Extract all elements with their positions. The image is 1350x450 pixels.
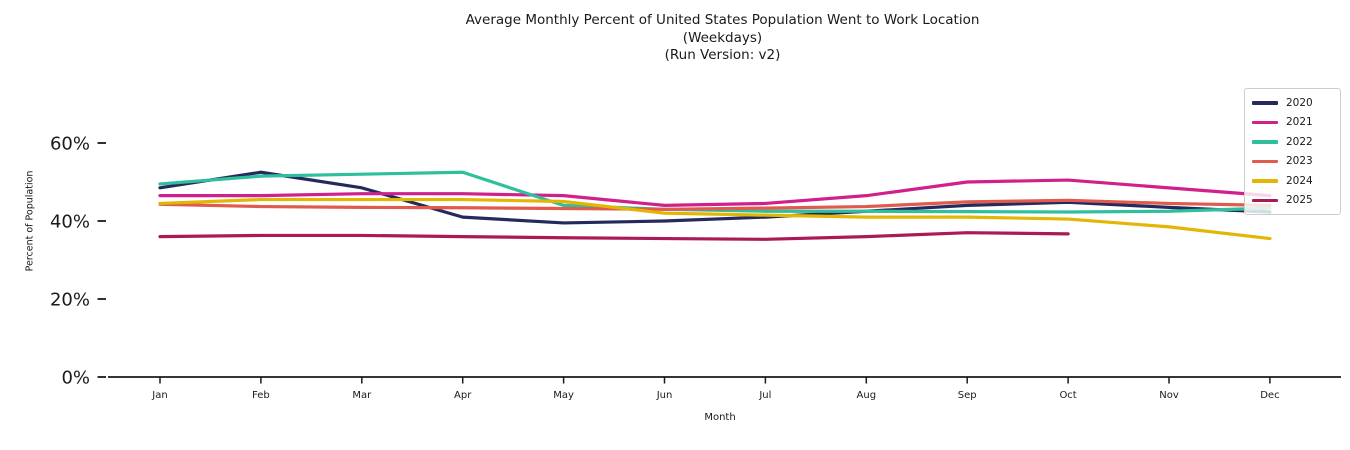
x-tick-label: Dec	[1260, 390, 1279, 401]
legend-item-2020: 2020	[1252, 93, 1333, 113]
x-tick-label: Mar	[352, 390, 372, 401]
series-line-2020	[158, 170, 1272, 225]
y-tick-label: 0%	[61, 368, 90, 389]
x-tick-label: Aug	[857, 390, 877, 401]
x-tick-label: May	[553, 390, 574, 401]
legend: 2020 2021 2022 2023 2024 2025	[1244, 88, 1341, 215]
legend-item-2025: 2025	[1252, 191, 1333, 211]
series-line-2024	[158, 197, 1272, 241]
legend-swatch-2024	[1252, 179, 1278, 183]
y-tick-label: 20%	[50, 290, 90, 311]
legend-swatch-2023	[1252, 159, 1278, 163]
legend-swatch-2022	[1252, 140, 1278, 144]
legend-item-2023: 2023	[1252, 152, 1333, 172]
legend-label: 2022	[1286, 135, 1313, 148]
x-tick-label: Sep	[958, 390, 977, 401]
x-tick-label: Jun	[656, 390, 673, 401]
legend-label: 2024	[1286, 174, 1313, 187]
x-axis-label: Month	[704, 412, 736, 423]
chart-title-line2: (Weekdays)	[682, 29, 763, 46]
y-tick-label: 40%	[50, 212, 90, 233]
y-tick-label: 60%	[50, 134, 90, 155]
legend-item-2024: 2024	[1252, 171, 1333, 191]
legend-swatch-2020	[1252, 101, 1278, 105]
x-tick-label: Jul	[758, 390, 771, 401]
legend-label: 2023	[1286, 155, 1313, 168]
chart-title-line1: Average Monthly Percent of United States…	[465, 12, 980, 28]
legend-item-2021: 2021	[1252, 113, 1333, 133]
legend-label: 2020	[1286, 96, 1313, 109]
chart-title: Average Monthly Percent of United States…	[100, 12, 1345, 65]
legend-item-2022: 2022	[1252, 132, 1333, 152]
series-line-2025	[158, 231, 1070, 241]
x-tick-label: Oct	[1059, 390, 1076, 401]
x-tick-label: Nov	[1159, 390, 1179, 401]
x-tick-label: Feb	[252, 390, 270, 401]
x-tick-label: Jan	[151, 390, 167, 401]
x-tick-label: Apr	[454, 390, 472, 401]
series-line-2021	[158, 178, 1272, 207]
series-line-2023	[158, 198, 1272, 211]
legend-label: 2021	[1286, 116, 1313, 129]
legend-swatch-2025	[1252, 198, 1278, 202]
legend-label: 2025	[1286, 194, 1313, 207]
chart-title-line3: (Run Version: v2)	[664, 47, 781, 63]
legend-swatch-2021	[1252, 120, 1278, 124]
